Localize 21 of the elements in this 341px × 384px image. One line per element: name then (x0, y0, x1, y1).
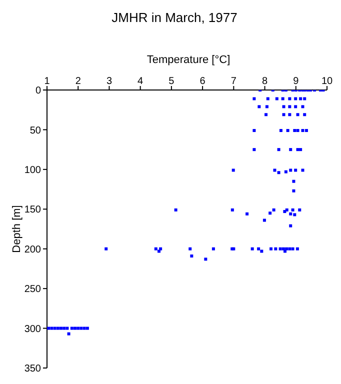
x-tick-label: 8 (262, 76, 268, 87)
x-tick-label: 6 (200, 76, 206, 87)
x-tick-label: 10 (321, 76, 333, 87)
x-axis-title: Temperature [°C] (146, 54, 232, 66)
y-tick-label: 50 (30, 125, 42, 136)
y-axis-title: Depth [m] (10, 205, 23, 253)
x-tick-label: 7 (230, 76, 237, 87)
y-tick-label: 200 (24, 244, 42, 256)
y-tick-label: 250 (24, 284, 42, 296)
x-tick-label: 3 (106, 76, 112, 87)
y-tick-label: 150 (24, 204, 42, 216)
chart-title: JMHR in March, 1977 (110, 10, 238, 25)
x-tick-label: 1 (44, 76, 50, 87)
y-tick-label: 350 (24, 364, 42, 375)
y-tick-label: 0 (35, 86, 42, 97)
x-tick-label: 9 (293, 76, 300, 87)
x-tick-label: 2 (75, 76, 82, 87)
y-tick-label: 300 (24, 324, 42, 335)
x-tick-label: 4 (138, 76, 144, 87)
x-tick-label: 5 (168, 76, 175, 87)
y-tick-label: 100 (24, 164, 42, 176)
